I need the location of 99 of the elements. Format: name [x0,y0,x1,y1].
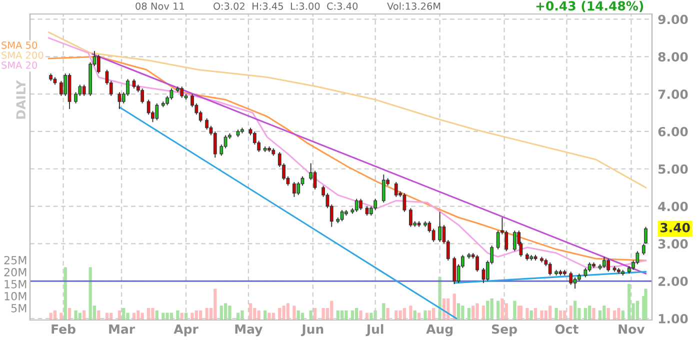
bar [548,306,552,320]
bar [282,306,286,320]
bar [214,288,217,320]
candlestick [213,130,217,158]
series-label: SMA 50 [2,41,38,49]
candlestick [292,181,296,198]
candlestick [205,118,209,130]
bar [220,306,223,320]
candlestick [132,78,136,89]
annotation: 3.40 [660,222,690,232]
x-tick-label: Jun [300,324,324,336]
candlestick [359,198,362,211]
candlestick [606,258,610,272]
bar [602,306,606,320]
candlestick [573,276,577,290]
y2-tick-label: 5M [11,304,26,312]
bar [176,310,180,320]
y2-tick-label: 25M [4,256,26,264]
text: Vol:13.26M [387,2,440,10]
candlestick [140,88,144,104]
x-tick-label: Jul [366,324,384,336]
bar [486,300,490,320]
bar [588,306,592,320]
bar [344,310,348,320]
y-tick-label: 4.00 [658,202,688,212]
bar [554,308,558,320]
candlestick [504,230,508,252]
y-tick-label: 9.00 [658,14,688,24]
x-tick-label: May [235,324,263,336]
bar [432,308,436,320]
bar [592,308,596,320]
x-tick-label: Oct [555,324,578,334]
candlestick [584,268,588,278]
x-tick-label: Apr [174,324,198,336]
y2-tick-label: 15M [4,280,26,288]
candlestick [180,86,184,98]
y-tick-label: 3.00 [658,239,688,249]
candlestick [452,256,456,285]
candlestick [438,211,442,242]
bar [190,312,194,320]
bar [472,306,475,320]
bar [617,308,620,320]
bar [382,303,386,320]
candlestick [548,262,552,276]
bar [224,303,228,320]
candlestick [569,271,573,286]
bar [540,310,544,320]
bar [569,306,572,320]
bar [476,303,479,320]
candlestick [408,208,412,228]
candlestick [513,230,516,252]
bar [628,284,631,320]
text: +0.43 (14.48%) [536,0,644,12]
text: O:3.02 H:3.45 L:3.00 C:3.40 [214,2,358,10]
bar [500,298,504,320]
bar [386,308,390,320]
y-tick-label: 5.00 [658,164,688,174]
y-tick-label: 8.00 [658,52,688,62]
bar [644,288,648,320]
candlestick [476,254,479,272]
bar [292,306,296,320]
bar [322,308,325,320]
x-tick-label: Feb [52,324,76,334]
bar [166,312,169,320]
y2-tick-label: 10M [4,292,26,300]
bar [330,300,334,320]
bar [268,312,271,320]
text: 08 Nov 11 [136,2,184,10]
text: SMA 200 [2,51,44,59]
candlestick [354,198,358,212]
y-tick-label: 7.00 [658,90,688,99]
candlestick [296,181,300,196]
candlestick [588,262,592,272]
bar [526,308,529,320]
candlestick [602,256,606,268]
x-tick-label: Sep [492,324,517,336]
candlestick [155,102,159,121]
candlestick [402,192,406,212]
y2-tick-label: 20M [4,268,26,276]
candlestick [374,198,378,211]
candlestick [394,181,398,198]
x-tick-label: Aug [426,324,453,336]
x-tick-label: Mar [109,324,136,334]
y-tick-label: 6.00 [658,126,688,136]
bar [424,310,427,320]
y-tick-label: 1.00 [658,314,688,324]
bar [456,303,460,320]
bar [409,306,412,320]
bar [205,308,208,320]
bar [461,306,464,320]
bar [359,310,362,320]
bar [398,310,402,320]
bar [151,308,154,320]
bar [513,300,516,320]
x-tick-label: Nov [618,324,645,334]
y-tick-label: 2.00 [658,276,688,286]
text: SMA 20 [2,61,38,69]
bar [228,306,232,320]
candlestick [382,174,386,204]
